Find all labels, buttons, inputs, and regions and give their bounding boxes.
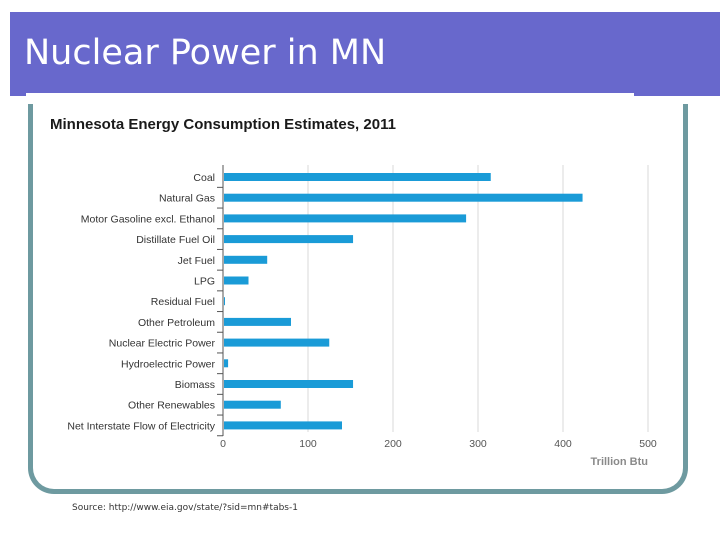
bar-6 xyxy=(224,297,225,306)
x-tick-label-5: 500 xyxy=(639,438,657,450)
title-underline xyxy=(26,93,634,96)
bar-7 xyxy=(224,317,291,326)
category-label-2: Motor Gasoline excl. Ethanol xyxy=(81,213,215,225)
x-axis-label: Trillion Btu xyxy=(591,456,648,468)
bar-3 xyxy=(224,235,354,244)
bar-12 xyxy=(224,421,342,430)
category-label-4: Jet Fuel xyxy=(178,255,215,267)
category-label-0: Coal xyxy=(193,172,215,184)
category-label-7: Other Petroleum xyxy=(138,317,215,329)
category-label-5: LPG xyxy=(194,276,215,288)
x-tick-label-4: 400 xyxy=(554,438,572,450)
bar-0 xyxy=(224,173,491,181)
category-label-9: Hydroelectric Power xyxy=(121,358,215,370)
category-label-8: Nuclear Electric Power xyxy=(109,338,216,350)
x-tick-label-2: 200 xyxy=(384,438,402,450)
category-label-3: Distillate Fuel Oil xyxy=(136,234,215,246)
bar-5 xyxy=(224,276,249,285)
chart-title: Minnesota Energy Consumption Estimates, … xyxy=(50,116,396,133)
source-citation: Source: http://www.eia.gov/state/?sid=mn… xyxy=(72,503,298,513)
x-tick-label-0: 0 xyxy=(220,438,226,450)
bar-8 xyxy=(224,338,330,347)
content-frame xyxy=(28,104,688,494)
category-label-12: Net Interstate Flow of Electricity xyxy=(67,420,215,432)
category-label-11: Other Renewables xyxy=(128,400,215,412)
bar-4 xyxy=(224,255,268,264)
x-tick-label-1: 100 xyxy=(299,438,317,450)
category-label-6: Residual Fuel xyxy=(151,296,215,308)
bar-10 xyxy=(224,380,354,388)
bar-11 xyxy=(224,400,281,409)
x-tick-label-3: 300 xyxy=(469,438,487,450)
bar-9 xyxy=(224,359,229,368)
category-label-10: Biomass xyxy=(175,379,215,391)
category-label-1: Natural Gas xyxy=(159,193,215,205)
title-bar xyxy=(10,12,720,96)
chart-panel xyxy=(42,108,670,473)
bar-2 xyxy=(224,214,467,223)
slide-title: Nuclear Power in MN xyxy=(24,33,387,73)
bar-1 xyxy=(224,193,583,202)
